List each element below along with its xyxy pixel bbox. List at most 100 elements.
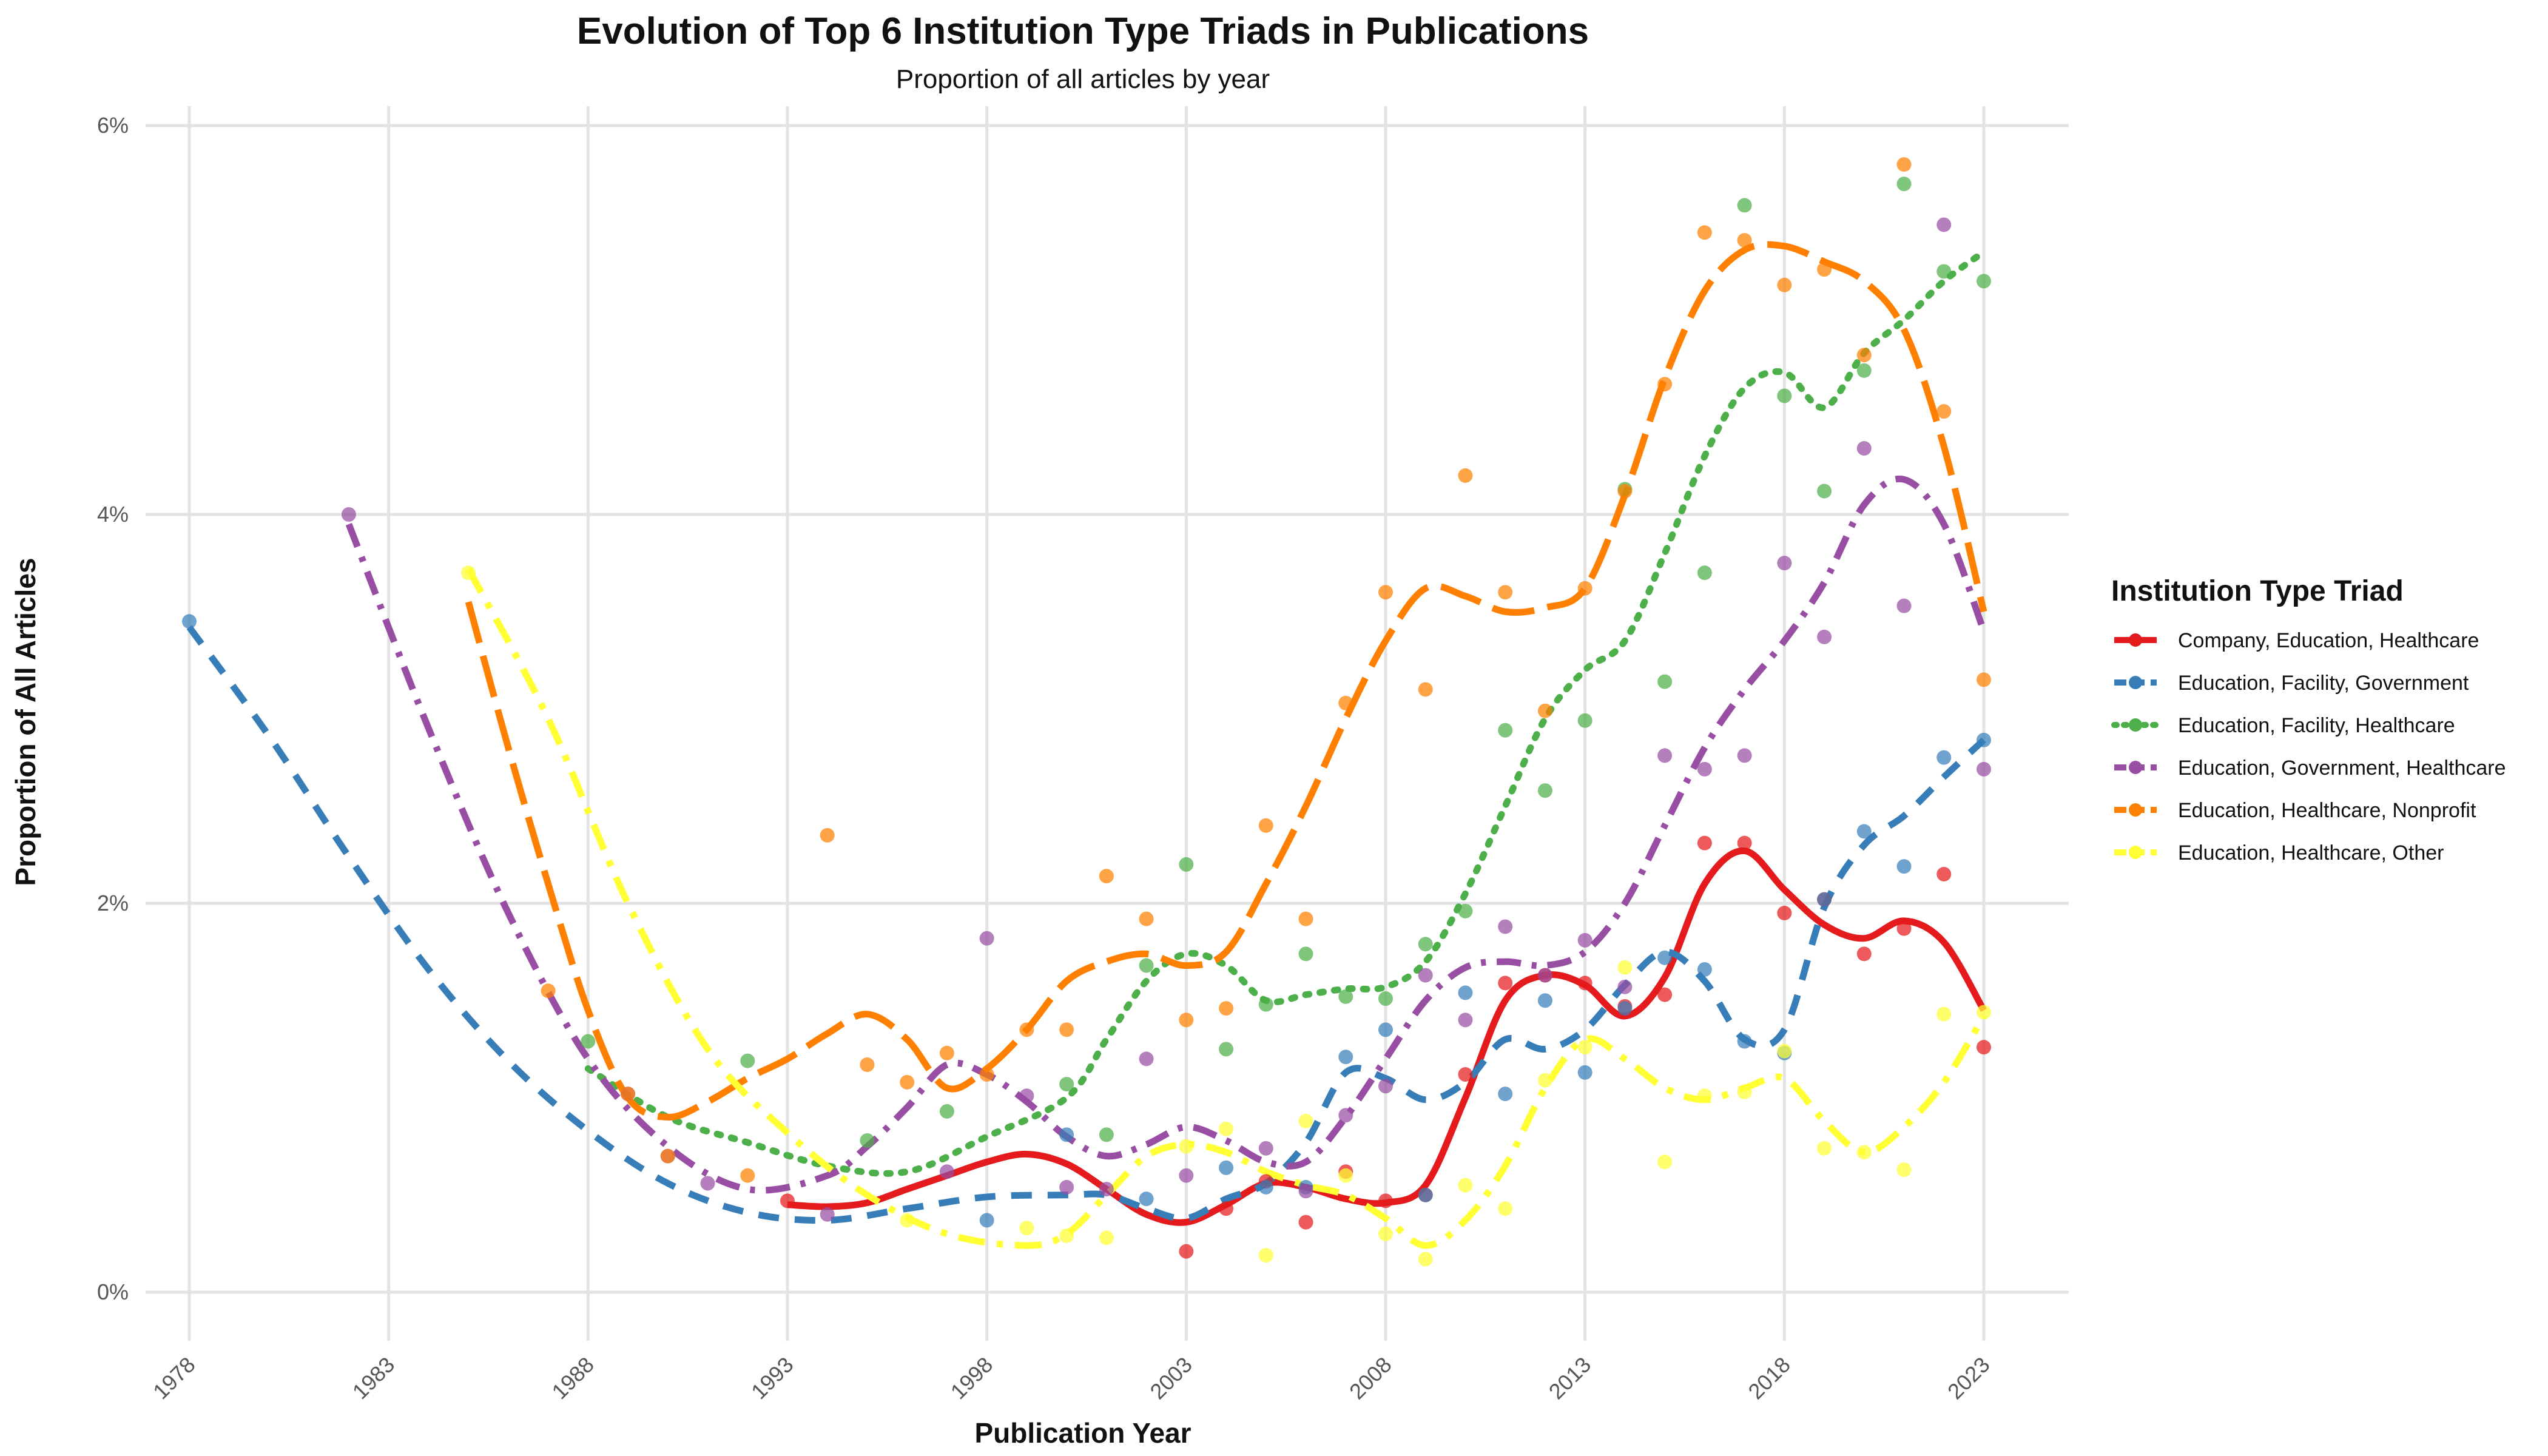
x-tick-label: 1983 [348, 1352, 400, 1404]
data-point [1817, 484, 1832, 499]
legend-key-point [2129, 676, 2142, 689]
data-point [1737, 1034, 1752, 1049]
data-point [1577, 581, 1592, 596]
data-point [1378, 585, 1393, 600]
x-tick-label: 2008 [1344, 1352, 1397, 1404]
data-point [1936, 217, 1952, 232]
series-line-education-healthcare-nonprofit [465, 241, 1987, 1121]
data-point [1498, 1087, 1513, 1102]
data-point [1418, 968, 1433, 983]
axes: 1978 1983 1988 1993 1998 2003 2008 2013 2018 2023… [97, 113, 1995, 1404]
data-point [1338, 1168, 1353, 1183]
data-point [1298, 1215, 1313, 1230]
data-point [1537, 703, 1552, 718]
data-point [461, 565, 476, 581]
data-point [1219, 1201, 1234, 1216]
legend-label: Education, Government, Healthcare [2178, 757, 2506, 780]
data-point [1617, 979, 1633, 994]
data-point [1977, 672, 1991, 687]
legend-title: Institution Type Triad [2111, 575, 2404, 607]
x-tick-label: 2003 [1145, 1352, 1197, 1404]
data-point [1817, 1141, 1832, 1156]
data-point [979, 931, 994, 946]
data-point [1059, 1022, 1074, 1037]
data-point [1936, 866, 1952, 881]
data-point [1657, 987, 1673, 1002]
data-point [1139, 911, 1154, 926]
legend-label: Education, Facility, Government [2178, 672, 2469, 695]
data-point [1777, 388, 1792, 403]
data-point [621, 1087, 636, 1102]
x-tick-label: 1993 [746, 1352, 798, 1404]
data-point [1498, 1201, 1513, 1216]
data-point [1697, 1088, 1712, 1104]
legend: Institution Type Triad Company, Educatio… [2111, 575, 2506, 864]
data-point [1777, 277, 1792, 292]
data-point [939, 1045, 954, 1060]
data-point [581, 1034, 596, 1049]
data-point [1856, 441, 1872, 456]
data-point [1258, 997, 1273, 1012]
data-point [1338, 989, 1353, 1004]
data-point [1617, 1001, 1633, 1016]
legend-label: Education, Healthcare, Other [2178, 841, 2444, 864]
data-point [1577, 976, 1592, 991]
data-point [1697, 761, 1712, 777]
data-point [1817, 892, 1832, 907]
data-point [1657, 1154, 1673, 1170]
y-axis-title: Proportion of All Articles [10, 558, 41, 886]
legend-item-company-education-healthcare: Company, Education, Healthcare [2114, 629, 2479, 652]
y-tick-label: 6% [97, 113, 129, 138]
data-point [1977, 274, 1991, 289]
legend-item-education-government-healthcare: Education, Government, Healthcare [2114, 757, 2506, 780]
data-point [700, 1176, 715, 1191]
data-point [1099, 869, 1114, 884]
data-point [1737, 198, 1752, 213]
data-point [1298, 1113, 1313, 1128]
data-point [1498, 585, 1513, 600]
data-point [1657, 748, 1673, 763]
data-point [1179, 1168, 1194, 1183]
data-point [1498, 723, 1513, 738]
data-point [1418, 1252, 1433, 1267]
data-point [1458, 1013, 1473, 1028]
legend-label: Education, Healthcare, Nonprofit [2178, 799, 2476, 822]
data-point [1977, 1005, 1991, 1020]
data-point [939, 1164, 954, 1179]
data-point [341, 507, 356, 522]
data-point [541, 983, 556, 999]
legend-key-point [2129, 718, 2142, 732]
data-point [1936, 750, 1952, 765]
legend-key-point [2129, 803, 2142, 817]
legend-key-point [2129, 633, 2142, 647]
data-point [900, 1213, 915, 1228]
data-point [1378, 1193, 1393, 1208]
data-point [979, 1213, 994, 1228]
data-point [1378, 1226, 1393, 1241]
data-point [1977, 732, 1991, 747]
data-point [1896, 859, 1912, 874]
data-point [1577, 1040, 1592, 1055]
data-point [1936, 264, 1952, 279]
data-point [1777, 556, 1792, 571]
data-point [1378, 1079, 1393, 1094]
series-points-education-healthcare-other [461, 565, 1991, 1267]
data-point [1139, 1191, 1154, 1207]
data-point [860, 1057, 875, 1073]
data-point [1777, 1043, 1792, 1059]
data-point [1219, 1042, 1234, 1057]
data-point [1537, 783, 1552, 798]
data-point [1657, 950, 1673, 965]
data-point [1298, 1184, 1313, 1199]
data-point [1737, 1084, 1752, 1099]
legend-key-point [2129, 761, 2142, 774]
data-point [1019, 1221, 1034, 1236]
data-point [1617, 484, 1633, 499]
x-tick-label: 2013 [1544, 1352, 1596, 1404]
series-line-education-facility-healthcare [584, 248, 1987, 1177]
legend-label: Company, Education, Healthcare [2178, 629, 2479, 652]
data-point [1856, 363, 1872, 378]
data-point [1298, 946, 1313, 962]
data-point [1577, 713, 1592, 728]
